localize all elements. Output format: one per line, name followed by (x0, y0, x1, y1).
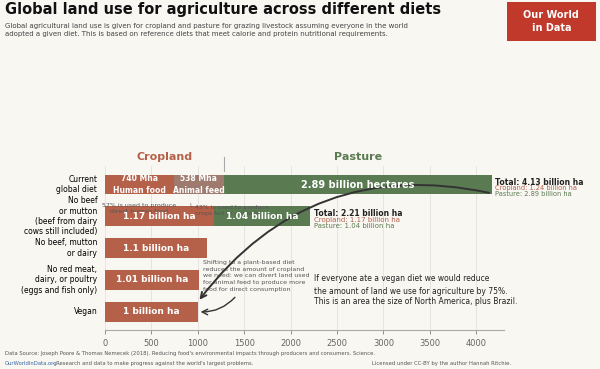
Text: Cropland: 1.17 billion ha: Cropland: 1.17 billion ha (314, 217, 400, 223)
Text: Cropland: 1.24 billion ha: Cropland: 1.24 billion ha (495, 185, 577, 191)
Bar (105, 238, 207, 258)
Text: Total: 2.21 billion ha: Total: 2.21 billion ha (314, 209, 402, 218)
Text: 1.01 billion ha: 1.01 billion ha (116, 276, 188, 284)
Text: Global agricultural land use is given for cropland and pasture for grazing lives: Global agricultural land use is given fo… (5, 23, 407, 37)
Text: Licensed under CC-BY by the author Hannah Ritchie.: Licensed under CC-BY by the author Hanna… (372, 361, 511, 366)
Bar (105, 175, 173, 194)
Bar (173, 175, 224, 194)
Text: 1.17 billion ha: 1.17 billion ha (123, 212, 196, 221)
Text: Data Source: Joseph Poore & Thomas Nemecek (2018). Reducing food's environmental: Data Source: Joseph Poore & Thomas Nemec… (5, 351, 375, 356)
Text: 538 Mha
Animal feed: 538 Mha Animal feed (173, 175, 224, 194)
Bar (214, 207, 310, 226)
Text: 1.04 billion ha: 1.04 billion ha (226, 212, 298, 221)
Text: Total: 4.13 billion ha: Total: 4.13 billion ha (495, 178, 583, 187)
Text: - Research and data to make progress against the world's largest problems.: - Research and data to make progress aga… (51, 361, 253, 366)
Text: Pasture: 2.89 billion ha: Pasture: 2.89 billion ha (495, 191, 571, 197)
Text: 1.1 billion ha: 1.1 billion ha (123, 244, 189, 253)
Text: If everyone ate a vegan diet we would reduce
the amount of land we use for agric: If everyone ate a vegan diet we would re… (314, 274, 507, 296)
Text: 57% is used to produce
direct human food: 57% is used to produce direct human food (102, 203, 176, 214)
Text: This is an area the size of North America, plus Brazil.: This is an area the size of North Americ… (314, 297, 517, 306)
Bar (105, 207, 214, 226)
Text: Global land use for agriculture across different diets: Global land use for agriculture across d… (5, 2, 441, 17)
Text: └ 43% is used to produce
   crops fed to animals: └ 43% is used to produce crops fed to an… (188, 203, 269, 216)
Text: Pasture: Pasture (334, 152, 382, 162)
Bar (224, 175, 492, 194)
Text: Pasture: 1.04 billion ha: Pasture: 1.04 billion ha (314, 223, 394, 229)
Text: 2.89 billion hectares: 2.89 billion hectares (301, 179, 415, 190)
Text: Shifting to a plant-based diet
reduces the amount of cropland
we need: we can di: Shifting to a plant-based diet reduces t… (203, 260, 310, 292)
Text: 1 billion ha: 1 billion ha (123, 307, 180, 316)
Text: OurWorldInData.org: OurWorldInData.org (5, 361, 58, 366)
Text: 740 Mha
Human food: 740 Mha Human food (113, 175, 166, 194)
Bar (105, 270, 199, 290)
Text: Cropland: Cropland (136, 152, 193, 162)
Bar (105, 302, 198, 322)
Text: Our World
in Data: Our World in Data (523, 10, 580, 33)
